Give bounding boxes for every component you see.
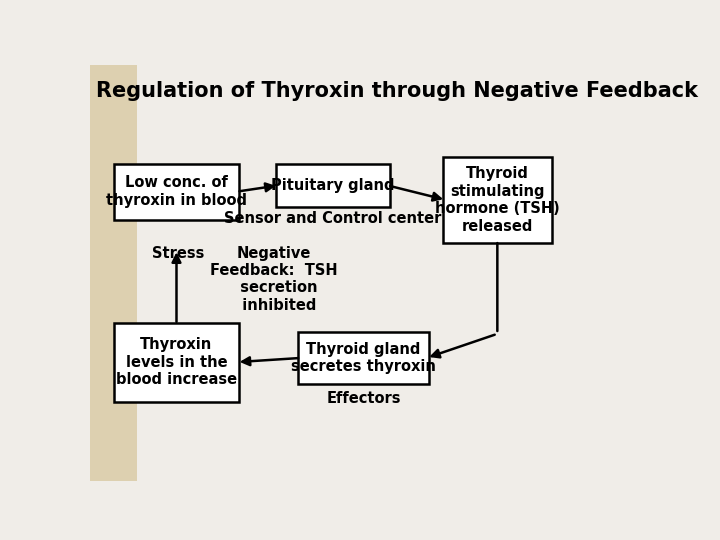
Text: Thyroid
stimulating
hormone (TSH)
released: Thyroid stimulating hormone (TSH) releas… bbox=[435, 166, 559, 233]
Text: Negative
Feedback:  TSH
  secretion
  inhibited: Negative Feedback: TSH secretion inhibit… bbox=[210, 246, 338, 313]
Text: Regulation of Thyroxin through Negative Feedback: Regulation of Thyroxin through Negative … bbox=[96, 82, 698, 102]
Bar bbox=[90, 65, 138, 481]
Text: Effectors: Effectors bbox=[326, 391, 400, 406]
FancyBboxPatch shape bbox=[298, 332, 429, 384]
FancyBboxPatch shape bbox=[114, 164, 239, 220]
Text: Pituitary gland: Pituitary gland bbox=[271, 178, 395, 193]
Text: Stress: Stress bbox=[152, 246, 204, 261]
Text: Sensor and Control center: Sensor and Control center bbox=[224, 211, 441, 226]
Text: Thyroxin
levels in the
blood increase: Thyroxin levels in the blood increase bbox=[116, 337, 237, 387]
FancyBboxPatch shape bbox=[443, 157, 552, 242]
FancyBboxPatch shape bbox=[114, 322, 239, 402]
Text: Low conc. of
thyroxin in blood: Low conc. of thyroxin in blood bbox=[106, 176, 247, 208]
Text: Thyroid gland
secretes thyroxin: Thyroid gland secretes thyroxin bbox=[291, 342, 436, 374]
FancyBboxPatch shape bbox=[276, 164, 390, 207]
